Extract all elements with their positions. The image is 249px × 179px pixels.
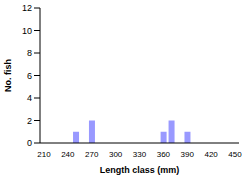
svg-text:360: 360 — [157, 150, 171, 159]
svg-text:Length class (mm): Length class (mm) — [100, 165, 180, 175]
svg-text:330: 330 — [133, 150, 147, 159]
svg-text:210: 210 — [37, 150, 51, 159]
svg-text:10: 10 — [22, 26, 32, 36]
svg-text:300: 300 — [109, 150, 123, 159]
svg-text:0: 0 — [27, 138, 32, 148]
svg-text:390: 390 — [181, 150, 195, 159]
svg-text:450: 450 — [228, 150, 241, 159]
svg-text:420: 420 — [204, 150, 218, 159]
svg-text:No. fish: No. fish — [8, 59, 13, 92]
svg-text:4: 4 — [27, 93, 32, 103]
svg-text:8: 8 — [27, 48, 32, 58]
svg-text:270: 270 — [85, 150, 99, 159]
svg-text:12: 12 — [22, 3, 32, 13]
svg-text:240: 240 — [61, 150, 75, 159]
svg-text:2: 2 — [27, 116, 32, 126]
svg-text:6: 6 — [27, 71, 32, 81]
